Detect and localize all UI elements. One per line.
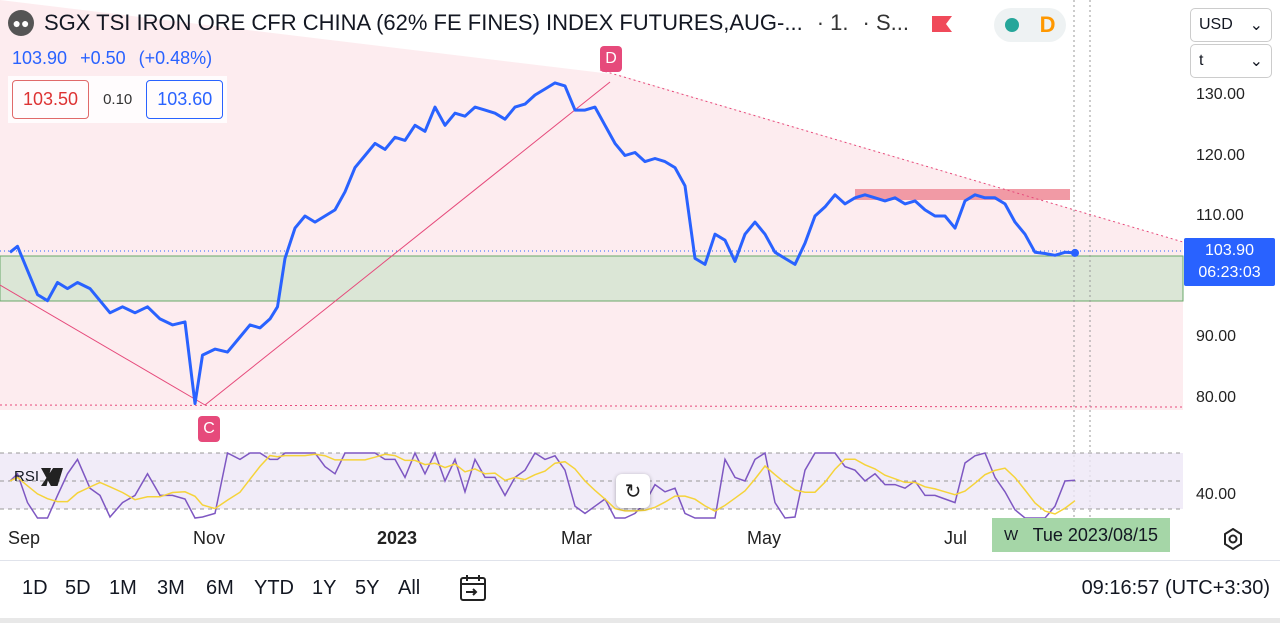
resistance-zone	[855, 189, 1070, 200]
range-5y-button[interactable]: 5Y	[355, 577, 380, 599]
symbol-title-bar[interactable]: ●● SGX TSI IRON ORE CFR CHINA (62% FE FI…	[8, 10, 909, 36]
quote-line: 103.90 +0.50 (+0.48%)	[12, 48, 220, 69]
settings-gear-icon[interactable]	[1222, 528, 1244, 550]
unit-select[interactable]: t ⌄	[1190, 44, 1272, 78]
range-1m-button[interactable]: 1M	[109, 577, 137, 599]
price-change-pct: (+0.48%)	[138, 48, 213, 68]
refresh-icon: ↻	[624, 480, 642, 503]
bottom-toolbar: 1D 5D 1M 3M 6M YTD 1Y 5Y All 09:16:57 (U…	[0, 560, 1280, 619]
bottom-divider	[0, 618, 1280, 623]
xaxis-label-nov: Nov	[193, 528, 226, 548]
currency-value: USD	[1199, 16, 1233, 33]
current-price-tag: 103.90 06:23:03	[1184, 238, 1275, 286]
reset-chart-button[interactable]: ↻	[616, 474, 650, 508]
current-price-value: 103.90	[1205, 242, 1254, 259]
triangle-shading	[0, 0, 1183, 410]
rsi-series	[9, 451, 1076, 519]
xaxis-label-mar: Mar	[561, 528, 592, 548]
symbol-title: SGX TSI IRON ORE CFR CHINA (62% FE FINES…	[44, 10, 803, 35]
bar-countdown: 06:23:03	[1198, 264, 1261, 281]
price-series	[9, 81, 1079, 406]
pattern-line-cd	[204, 81, 611, 406]
timezone-clock[interactable]: 09:16:57 (UTC+3:30)	[1081, 577, 1270, 599]
xaxis-label-sep: Sep	[8, 528, 41, 548]
flag-icon[interactable]	[932, 14, 952, 34]
go-to-date-calendar-icon[interactable]	[458, 573, 488, 603]
price-axis-tick: 110.00	[1196, 207, 1244, 224]
rsi-ma-line	[9, 453, 1076, 515]
bid-button[interactable]: 103.50	[12, 80, 90, 119]
range-5d-button[interactable]: 5D	[65, 577, 91, 599]
price-axis-tick: 130.00	[1196, 86, 1245, 103]
spread-value: 0.10	[103, 91, 133, 108]
xaxis-label-jul: Jul	[944, 528, 968, 548]
market-status-pill[interactable]: D	[994, 8, 1066, 42]
price-axis-tick: 120.00	[1196, 146, 1245, 164]
pattern-line-bc	[0, 284, 206, 406]
price-axis-tick: 90.00	[1196, 328, 1237, 345]
tradingview-logo-icon	[41, 468, 64, 487]
ask-button[interactable]: 103.60	[146, 80, 224, 119]
range-3m-button[interactable]: 3M	[157, 577, 185, 599]
bid-ask-panel: 103.50 0.10 103.60	[8, 76, 228, 123]
chevron-down-icon: ⌄	[1249, 17, 1263, 34]
market-open-icon	[1004, 18, 1019, 32]
date-tag-prefix: W	[1004, 526, 1019, 544]
pattern-marker-c[interactable]: C	[198, 416, 220, 442]
range-ytd-button[interactable]: YTD	[254, 577, 294, 599]
crosshair-date: Tue 2023/08/15	[1032, 524, 1158, 545]
support-zone	[0, 255, 1184, 302]
price-axis-tick: 80.00	[1196, 388, 1237, 406]
currency-select[interactable]: USD ⌄	[1190, 8, 1272, 42]
price-line	[9, 81, 1076, 406]
trendline-upper	[599, 69, 1184, 243]
exchange-label: · S...	[862, 10, 909, 35]
range-6m-button[interactable]: 6M	[206, 577, 234, 599]
xaxis-label-2023: 2023	[377, 528, 418, 548]
trendline-lower	[0, 404, 1184, 408]
range-all-button[interactable]: All	[398, 577, 421, 599]
chevron-down-icon: ⌄	[1249, 53, 1263, 70]
unit-value: t	[1199, 52, 1204, 69]
rsi-axis-label: 40.00	[1196, 486, 1237, 503]
last-price-dot	[1071, 248, 1079, 257]
crosshair-date-tag: W Tue 2023/08/15	[992, 518, 1170, 552]
rsi-line	[9, 451, 1076, 519]
interval-label: · 1.	[816, 10, 849, 35]
price-change: +0.50	[80, 48, 126, 68]
rsi-label-text: RSI	[14, 468, 40, 485]
xaxis-label-may: May	[747, 528, 782, 548]
range-1d-button[interactable]: 1D	[22, 577, 48, 599]
symbol-logo-icon: ●●	[8, 10, 34, 36]
rsi-indicator-label[interactable]: RSI	[14, 468, 64, 487]
delayed-badge: D	[1039, 12, 1056, 37]
pattern-marker-d[interactable]: D	[600, 46, 622, 72]
last-price: 103.90	[12, 48, 68, 68]
range-1y-button[interactable]: 1Y	[312, 577, 337, 599]
